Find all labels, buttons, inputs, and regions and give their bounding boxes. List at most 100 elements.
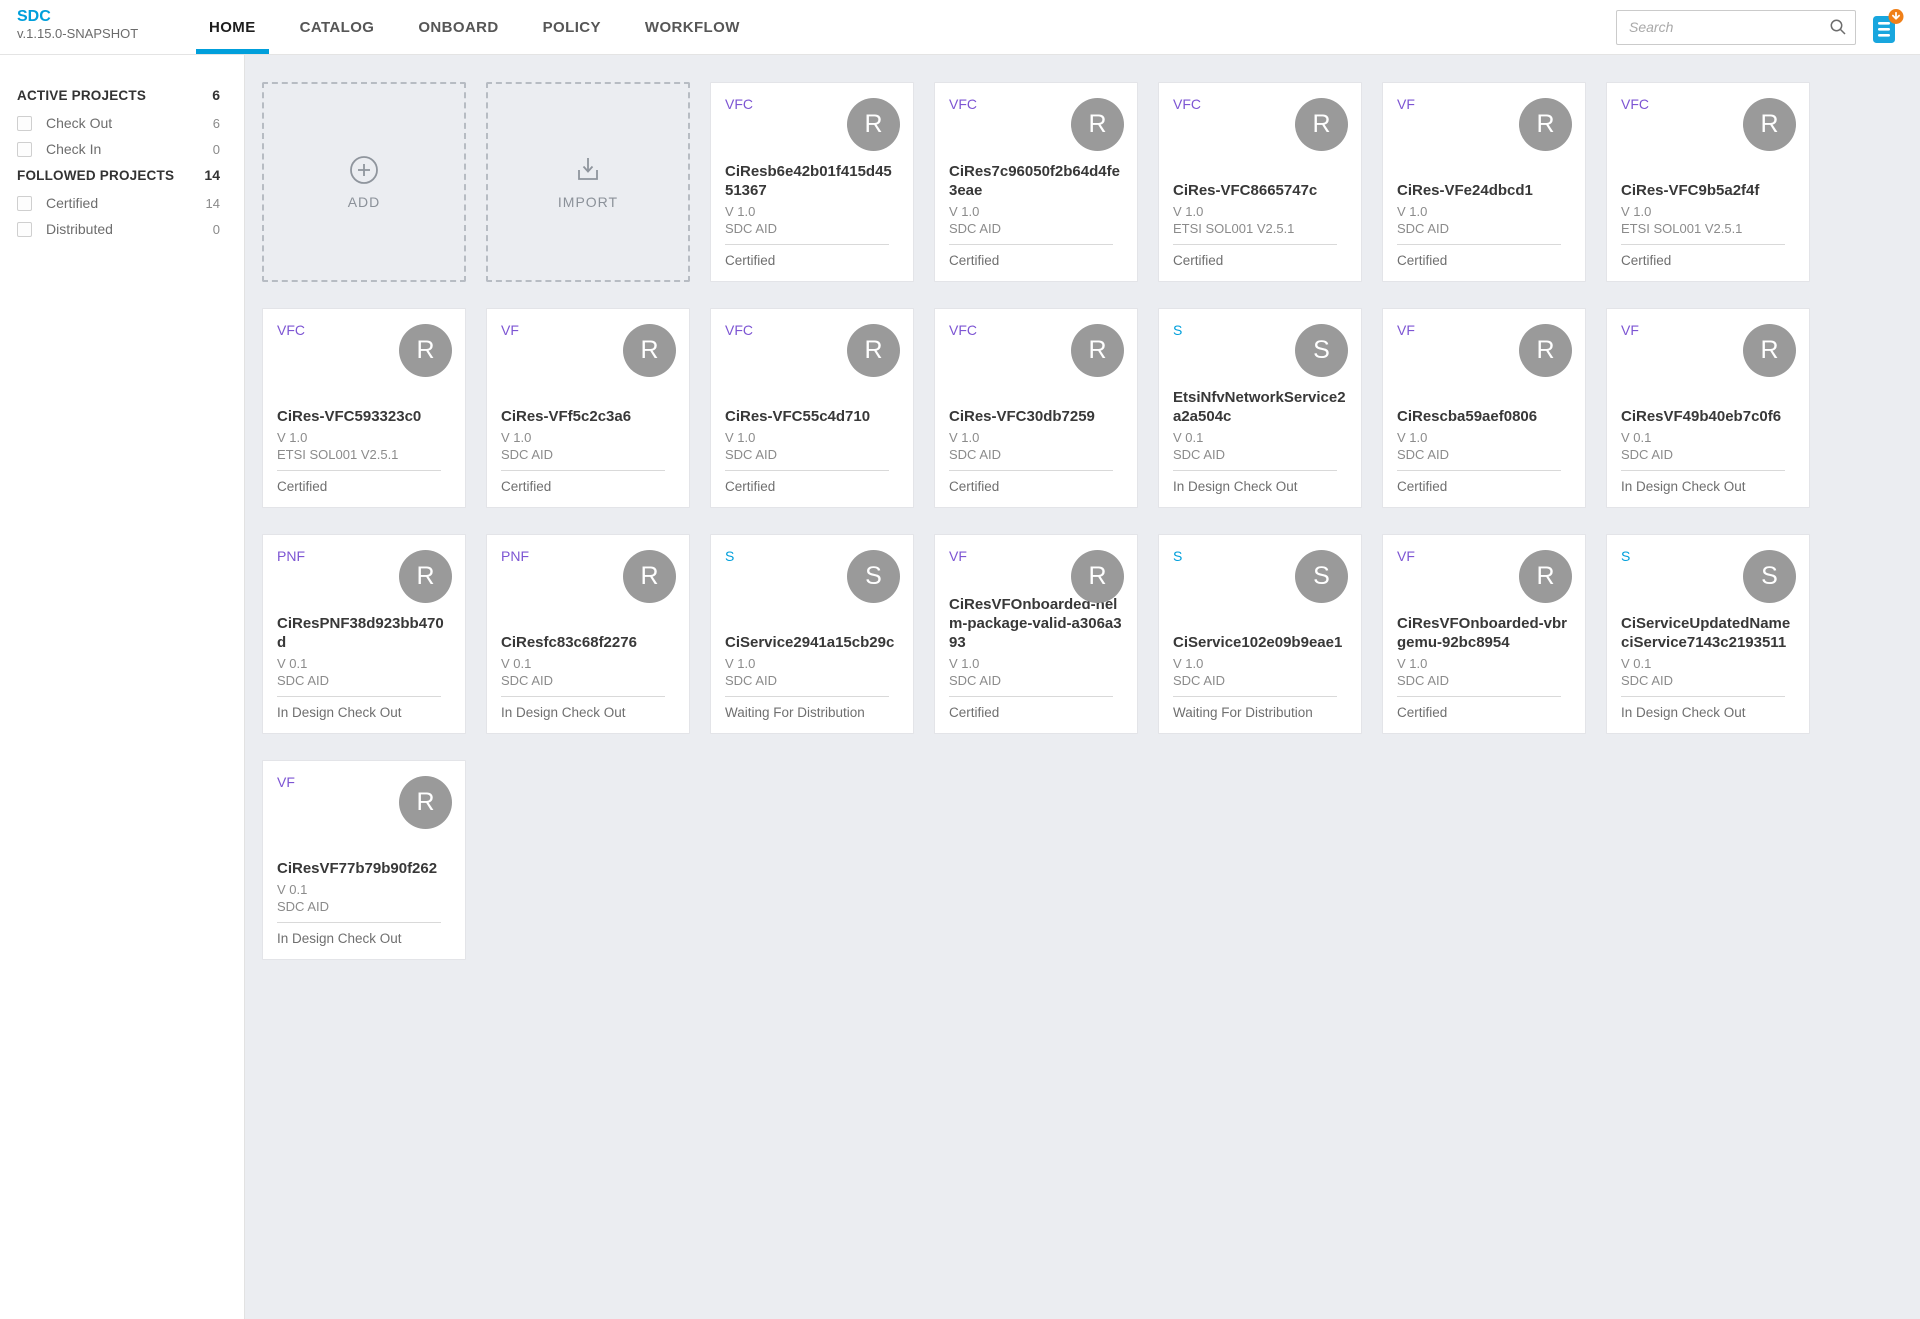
card-title: CiResVFOnboarded-vbrgemu-92bc8954 — [1397, 615, 1568, 651]
resource-card[interactable]: VFC R CiRes-VFC593323c0 V 1.0 ETSI SOL00… — [262, 308, 466, 508]
card-title: CiResfc83c68f2276 — [501, 634, 637, 651]
card-divider — [949, 244, 1113, 245]
add-button[interactable]: ADD — [262, 82, 466, 282]
card-divider — [1621, 696, 1785, 697]
card-avatar: R — [623, 324, 676, 377]
tab-onboard[interactable]: ONBOARD — [418, 18, 499, 36]
resource-card[interactable]: S S CiService102e09b9eae1 V 1.0 SDC AID … — [1158, 534, 1362, 734]
resource-card[interactable]: VF R CiRescba59aef0806 V 1.0 SDC AID Cer… — [1382, 308, 1586, 508]
add-icon — [348, 154, 380, 186]
sidebar-filter-distributed[interactable]: Distributed 0 — [17, 221, 220, 237]
card-version: V 1.0 — [725, 430, 756, 445]
card-type-label: VF — [1621, 322, 1639, 338]
tab-home[interactable]: HOME — [196, 0, 269, 54]
card-avatar-letter: S — [865, 562, 882, 590]
card-avatar-letter: R — [640, 562, 659, 590]
resource-card[interactable]: PNF R CiResPNF38d923bb470d V 0.1 SDC AID… — [262, 534, 466, 734]
card-model: SDC AID — [1621, 447, 1674, 462]
check-in-checkbox[interactable] — [17, 141, 32, 157]
distributed-checkbox[interactable] — [17, 221, 32, 237]
card-avatar: R — [1743, 98, 1796, 151]
resource-card[interactable]: S S CiServiceUpdatedNameciService7143c21… — [1606, 534, 1810, 734]
tab-catalog[interactable]: CATALOG — [299, 18, 375, 36]
resource-card[interactable]: S S EtsiNfvNetworkService2a2a504c V 0.1 … — [1158, 308, 1362, 508]
card-type-label: VFC — [725, 96, 753, 112]
card-version: V 1.0 — [1397, 204, 1428, 219]
resource-card[interactable]: VF R CiResVF77b79b90f262 V 0.1 SDC AID I… — [262, 760, 466, 960]
app-logo[interactable]: SDC v.1.15.0-SNAPSHOT — [0, 0, 196, 54]
search-icon[interactable] — [1829, 18, 1847, 36]
resource-card[interactable]: VF R CiRes-VFf5c2c3a6 V 1.0 SDC AID Cert… — [486, 308, 690, 508]
card-divider — [1173, 696, 1337, 697]
card-status: Certified — [949, 253, 1000, 268]
resource-card[interactable]: VFC R CiRes-VFC9b5a2f4f V 1.0 ETSI SOL00… — [1606, 82, 1810, 282]
card-type-label: S — [725, 548, 735, 564]
card-model: SDC AID — [1397, 221, 1450, 236]
app-version: v.1.15.0-SNAPSHOT — [17, 26, 139, 41]
card-version: V 0.1 — [501, 656, 532, 671]
card-type-label: VFC — [1621, 96, 1649, 112]
card-avatar: S — [1295, 324, 1348, 377]
card-version: V 0.1 — [277, 656, 308, 671]
resource-card[interactable]: VFC R CiRes7c96050f2b64d4fe3eae V 1.0 SD… — [934, 82, 1138, 282]
import-button[interactable]: IMPORT — [486, 82, 690, 282]
card-divider — [725, 696, 889, 697]
resource-card[interactable]: VF R CiResVFOnboarded-helm-package-valid… — [934, 534, 1138, 734]
card-avatar: R — [847, 98, 900, 151]
card-avatar-letter: S — [1313, 336, 1330, 364]
resource-card[interactable]: VFC R CiResb6e42b01f415d4551367 V 1.0 SD… — [710, 82, 914, 282]
card-divider — [1621, 244, 1785, 245]
card-status: Waiting For Distribution — [1173, 705, 1313, 720]
resource-card[interactable]: VF R CiRes-VFe24dbcd1 V 1.0 SDC AID Cert… — [1382, 82, 1586, 282]
card-model: SDC AID — [1173, 447, 1226, 462]
card-avatar-letter: R — [1760, 336, 1779, 364]
card-status: Certified — [949, 479, 1000, 494]
card-title: CiServiceUpdatedNameciService7143c219351… — [1621, 615, 1791, 651]
card-divider — [277, 922, 441, 923]
card-title: CiRes-VFC9b5a2f4f — [1621, 182, 1760, 199]
card-version: V 1.0 — [501, 430, 532, 445]
card-version: V 1.0 — [1173, 204, 1204, 219]
tab-policy[interactable]: POLICY — [542, 18, 601, 36]
card-avatar-letter: R — [864, 336, 883, 364]
resource-card[interactable]: S S CiService2941a15cb29c V 1.0 SDC AID … — [710, 534, 914, 734]
card-version: V 1.0 — [949, 656, 980, 671]
active-projects-count: 6 — [212, 87, 220, 103]
card-type-label: PNF — [277, 548, 305, 564]
card-avatar: R — [623, 550, 676, 603]
card-divider — [949, 470, 1113, 471]
card-model: SDC AID — [1173, 673, 1226, 688]
card-avatar-letter: S — [1313, 562, 1330, 590]
certified-checkbox[interactable] — [17, 195, 32, 211]
card-avatar-letter: R — [416, 336, 435, 364]
search-input[interactable] — [1629, 19, 1829, 35]
card-title: CiRes-VFf5c2c3a6 — [501, 408, 632, 425]
resource-card[interactable]: VFC R CiRes-VFC55c4d710 V 1.0 SDC AID Ce… — [710, 308, 914, 508]
card-divider — [277, 470, 441, 471]
card-title: CiResVFOnboarded-helm-package-valid-a306… — [949, 596, 1122, 651]
resource-card[interactable]: PNF R CiResfc83c68f2276 V 0.1 SDC AID In… — [486, 534, 690, 734]
card-type-label: VF — [1397, 548, 1415, 564]
resource-card[interactable]: VFC R CiRes-VFC8665747c V 1.0 ETSI SOL00… — [1158, 82, 1362, 282]
card-avatar: R — [847, 324, 900, 377]
card-status: Certified — [501, 479, 552, 494]
card-version: V 0.1 — [277, 882, 308, 897]
resource-card[interactable]: VF R CiResVFOnboarded-vbrgemu-92bc8954 V… — [1382, 534, 1586, 734]
card-status: Certified — [1173, 253, 1224, 268]
sidebar-filter-check-in[interactable]: Check In 0 — [17, 141, 220, 157]
card-title: CiResVF77b79b90f262 — [277, 860, 438, 877]
card-type-label: VF — [949, 548, 967, 564]
card-status: In Design Check Out — [277, 931, 402, 946]
check-out-checkbox[interactable] — [17, 115, 32, 131]
sidebar-filter-certified[interactable]: Certified 14 — [17, 195, 220, 211]
card-title: CiRes-VFC593323c0 — [277, 408, 422, 425]
card-type-label: VF — [1397, 322, 1415, 338]
card-version: V 1.0 — [1397, 656, 1428, 671]
search-box — [1616, 9, 1856, 45]
tab-workflow[interactable]: WORKFLOW — [644, 18, 740, 36]
card-type-label: VF — [501, 322, 519, 338]
distribution-notification-icon[interactable] — [1870, 8, 1904, 46]
sidebar-filter-check-out[interactable]: Check Out 6 — [17, 115, 220, 131]
resource-card[interactable]: VF R CiResVF49b40eb7c0f6 V 0.1 SDC AID I… — [1606, 308, 1810, 508]
resource-card[interactable]: VFC R CiRes-VFC30db7259 V 1.0 SDC AID Ce… — [934, 308, 1138, 508]
